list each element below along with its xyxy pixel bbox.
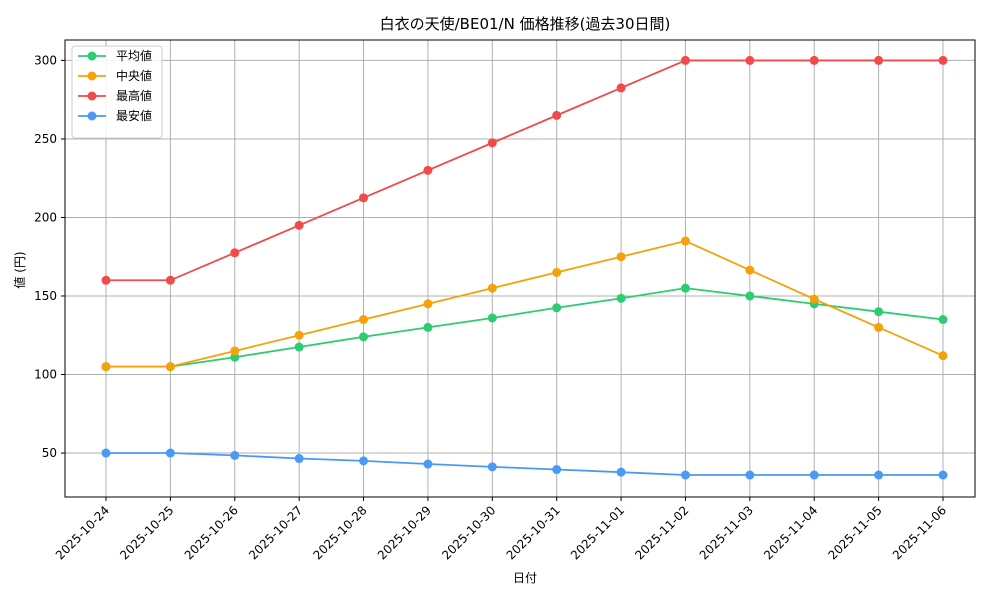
series-layer [101, 55, 948, 480]
data-point [874, 307, 884, 317]
data-point [745, 265, 755, 275]
data-point [487, 462, 497, 472]
series-line [106, 287, 944, 368]
x-axis-label: 日付 [513, 571, 537, 585]
y-tick-label: 50 [42, 446, 57, 460]
data-point [359, 315, 369, 325]
data-point [294, 454, 304, 464]
data-point [165, 362, 175, 372]
data-point [809, 470, 819, 480]
data-point [165, 448, 175, 458]
x-tick-label: 2025-10-26 [182, 503, 241, 562]
data-point [874, 470, 884, 480]
data-point [359, 456, 369, 466]
data-point [101, 362, 111, 372]
y-tick-label: 100 [34, 368, 57, 382]
x-tick-label: 2025-11-01 [568, 503, 627, 562]
x-tick-label: 2025-11-05 [826, 503, 885, 562]
y-axis: 50 100 150 200 250 300 [34, 53, 65, 460]
y-axis-label: 値 (円) [12, 251, 27, 288]
data-point [809, 294, 819, 304]
data-point [552, 267, 562, 277]
legend-entry: 最高値 [116, 88, 152, 103]
data-point [487, 313, 497, 323]
x-tick-label: 2025-10-31 [504, 503, 563, 562]
legend-entry: 最安値 [116, 108, 152, 123]
legend-marker [87, 71, 97, 81]
data-point [809, 55, 819, 65]
data-point [552, 465, 562, 475]
data-point [745, 55, 755, 65]
data-point [938, 55, 948, 65]
data-point [938, 351, 948, 361]
y-tick-label: 300 [34, 53, 57, 67]
data-point [423, 322, 433, 332]
x-tick-label: 2025-11-02 [632, 503, 691, 562]
y-tick-label: 250 [34, 132, 57, 146]
x-tick-label: 2025-10-24 [53, 503, 112, 562]
data-point [230, 352, 240, 362]
data-point [552, 303, 562, 313]
legend-entry: 平均値 [116, 48, 152, 63]
data-point [487, 138, 497, 148]
data-point [874, 55, 884, 65]
data-point [680, 283, 690, 293]
data-point [745, 291, 755, 301]
x-tick-label: 2025-11-04 [761, 503, 820, 562]
data-point [616, 83, 626, 93]
data-point [616, 252, 626, 262]
data-point [423, 165, 433, 175]
x-tick-label: 2025-10-27 [246, 503, 305, 562]
x-axis: 2025-10-24 2025-10-25 2025-10-26 2025-10-27… [53, 497, 949, 562]
data-point [874, 322, 884, 332]
y-tick-label: 200 [34, 210, 57, 224]
data-point [294, 330, 304, 340]
legend-marker [87, 51, 97, 61]
series-最高値 [101, 55, 948, 285]
data-point [230, 248, 240, 258]
data-point [552, 110, 562, 120]
x-tick-label: 2025-11-03 [697, 503, 756, 562]
data-point [938, 315, 948, 325]
data-point [680, 55, 690, 65]
series-line [106, 59, 943, 282]
data-point [487, 283, 497, 293]
chart-title: 白衣の天使/BE01/N 価格推移(過去30日間) [380, 15, 671, 33]
x-tick-label: 2025-10-25 [117, 503, 176, 562]
plot-frame [64, 39, 976, 498]
data-point [423, 459, 433, 469]
series-最安値 [101, 448, 948, 480]
series-平均値 [101, 283, 948, 372]
data-point [359, 193, 369, 203]
x-tick-label: 2025-11-06 [890, 503, 949, 562]
series-line [106, 452, 943, 476]
series-中央値 [101, 236, 948, 372]
series-line [106, 240, 944, 368]
data-point [294, 342, 304, 352]
x-tick-label: 2025-10-29 [375, 503, 434, 562]
data-point [230, 450, 240, 460]
data-point [938, 470, 948, 480]
x-tick-label: 2025-10-28 [310, 503, 369, 562]
data-point [359, 332, 369, 342]
legend-marker [87, 91, 97, 101]
x-tick-label: 2025-10-30 [439, 503, 498, 562]
data-point [423, 299, 433, 309]
grid [65, 40, 975, 497]
data-point [680, 236, 690, 246]
legend-marker [87, 111, 97, 121]
legend-entry: 中央値 [116, 68, 152, 83]
data-point [294, 220, 304, 230]
data-point [101, 275, 111, 285]
data-point [101, 448, 111, 458]
data-point [680, 470, 690, 480]
data-point [230, 346, 240, 356]
data-point [616, 467, 626, 477]
y-tick-label: 150 [34, 289, 57, 303]
data-point [745, 470, 755, 480]
data-point [616, 293, 626, 303]
data-point [165, 275, 175, 285]
